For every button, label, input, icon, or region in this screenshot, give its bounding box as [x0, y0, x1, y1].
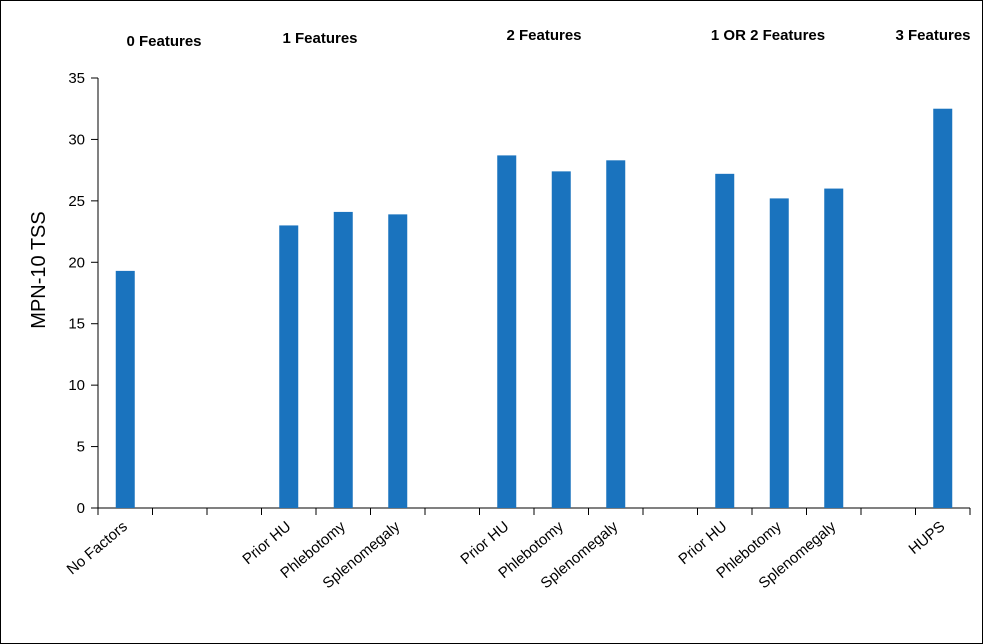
group-label-2-features: 2 Features: [506, 27, 581, 44]
bar: [933, 108, 953, 508]
y-tick-label: 20: [68, 254, 85, 271]
y-tick-label: 10: [68, 377, 85, 394]
x-category-label: HUPS: [905, 518, 948, 558]
y-axis-title: MPN-10 TSS: [28, 211, 50, 328]
y-tick-label: 25: [68, 193, 85, 210]
bar: [715, 173, 735, 509]
bar: [333, 211, 353, 508]
x-category-label: No Factors: [64, 518, 131, 578]
bar: [279, 225, 299, 508]
bar: [769, 198, 789, 508]
group-label-1-features: 1 Features: [282, 30, 357, 47]
x-category-labels: No Factors Prior HUPhlebotomySplenomegaly…: [64, 518, 949, 592]
bar: [551, 171, 571, 508]
group-label-0-features: 0 Features: [126, 33, 201, 50]
bar: [115, 270, 135, 508]
bars: [115, 108, 953, 509]
y-tick-label: 5: [77, 439, 85, 456]
y-tick-labels: 0 5 10 15 20 25 30 35: [68, 70, 85, 517]
y-tick-label: 35: [68, 70, 85, 87]
bar: [606, 160, 626, 509]
bar: [388, 214, 408, 508]
group-label-3-features: 3 Features: [895, 27, 970, 44]
y-tick-label: 0: [77, 500, 85, 517]
y-tick-label: 15: [68, 316, 85, 333]
group-labels: 0 Features 1 Features 2 Features 1 OR 2 …: [126, 27, 970, 50]
bar: [497, 155, 517, 508]
bar: [824, 188, 844, 509]
group-label-1-or-2-features: 1 OR 2 Features: [711, 27, 825, 44]
y-tick-label: 30: [68, 131, 85, 148]
